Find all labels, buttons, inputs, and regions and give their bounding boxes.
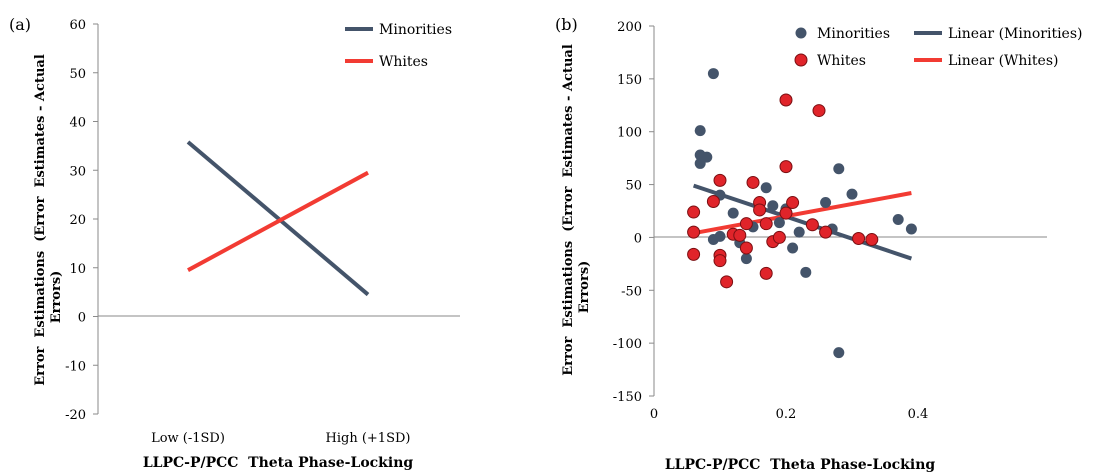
legend-label-minorities: Minorities <box>379 22 452 38</box>
panel-b-x-tick-label: 0.4 <box>908 407 929 422</box>
panel-a-line-minorities <box>186 140 370 297</box>
panel-b-trendlines <box>692 183 913 261</box>
panel-b-point-minorities <box>846 188 858 200</box>
panel-b-point-whites <box>779 160 793 174</box>
panel-a-y-tick-label: -10 <box>65 359 86 374</box>
panel-a-line-chart: (a) -20 -10 0 10 20 30 40 50 60 Low (-1SD) High … <box>9 15 460 471</box>
panel-b-point-minorities <box>892 213 904 225</box>
panel-b-x-axis-title: LLPC-P/PCC Theta Phase-Locking <box>665 457 936 473</box>
legend-marker-minorities <box>795 27 807 39</box>
panel-b-point-minorities <box>793 226 805 238</box>
panel-b-point-whites <box>753 203 767 217</box>
panel-a-y-axis-title-line2: Errors) <box>49 271 64 324</box>
panel-b-point-whites <box>720 275 734 289</box>
panel-b-point-whites <box>739 241 753 255</box>
legend-marker-whites <box>794 53 808 67</box>
panel-a-y-tick-label: 0 <box>78 311 86 326</box>
panel-a-x-tick-label: High (+1SD) <box>326 431 411 446</box>
panel-b-point-whites <box>819 225 833 239</box>
panel-a-y-ticks: -20 -10 0 10 20 30 40 50 60 <box>65 18 98 423</box>
panel-b-trendline-whites <box>693 191 912 236</box>
panel-b-point-whites <box>812 104 826 118</box>
panel-b-point-minorities <box>800 266 812 278</box>
panel-b-point-whites <box>746 175 760 189</box>
panel-b-point-minorities <box>714 230 726 242</box>
panel-b-point-whites <box>733 228 747 242</box>
panel-a-x-tick-label: Low (-1SD) <box>151 431 225 446</box>
panel-b-y-tick-label: -150 <box>613 390 642 405</box>
panel-b-y-ticks: -150 -100 -50 0 50 100 150 200 <box>613 20 654 405</box>
panel-b-y-tick-label: 0 <box>634 231 642 246</box>
panel-b-label: (b) <box>555 15 578 34</box>
panel-a-label: (a) <box>9 15 31 34</box>
panel-b-y-tick-label: -100 <box>613 337 642 352</box>
panel-b-point-minorities <box>767 200 779 212</box>
panel-b-point-whites <box>805 218 819 232</box>
panel-b-point-minorities <box>694 125 706 137</box>
panel-b-scatter-chart: (b) -150 -100 -50 0 50 100 150 200 0 0.2 0.4 LLPC… <box>555 15 1083 473</box>
panel-a-y-axis-title: Error Estimations (Error Estimates - Act… <box>33 54 64 386</box>
panel-b-point-whites <box>865 233 879 247</box>
panel-a-y-tick-label: 20 <box>69 213 86 228</box>
legend-label-whites: Whites <box>817 53 866 69</box>
panel-b-point-minorities <box>905 223 917 235</box>
panel-b-y-tick-label: 200 <box>617 20 642 35</box>
panel-b-point-whites <box>852 231 866 245</box>
panel-b-point-whites <box>759 217 773 231</box>
panel-a-series-lines <box>186 140 370 297</box>
panel-b-x-tick-label: 0 <box>650 407 658 422</box>
panel-b-point-minorities <box>833 163 845 175</box>
panel-a-line-whites <box>187 170 369 272</box>
legend-label-linear-minorities: Linear (Minorities) <box>948 26 1083 42</box>
panel-b-trendline-minorities <box>692 183 913 261</box>
panel-b-legend: Minorities Whites Linear (Minorities) Li… <box>794 26 1083 69</box>
panel-a-y-tick-label: -20 <box>65 408 86 423</box>
panel-b-point-minorities <box>727 207 739 219</box>
panel-b-x-tick-label: 0.2 <box>776 407 797 422</box>
panel-b-point-minorities <box>773 217 785 229</box>
panel-b-point-whites <box>779 206 793 220</box>
panel-a-y-axis-title-line1: Error Estimations (Error Estimates - Act… <box>33 54 48 386</box>
panel-b-point-whites <box>739 217 753 231</box>
legend-label-linear-whites: Linear (Whites) <box>948 53 1058 69</box>
panel-a-x-axis-title: LLPC-P/PCC Theta Phase-Locking <box>143 455 414 471</box>
panel-a-y-tick-label: 40 <box>69 116 86 131</box>
panel-b-y-tick-label: -50 <box>621 284 642 299</box>
panel-b-y-tick-label: 50 <box>625 179 642 194</box>
legend-label-minorities: Minorities <box>817 26 890 42</box>
panel-b-point-whites <box>687 225 701 239</box>
panel-a-y-tick-label: 60 <box>69 18 86 33</box>
panel-b-y-tick-label: 150 <box>617 73 642 88</box>
panel-b-point-whites <box>779 93 793 107</box>
panel-b-y-tick-label: 100 <box>617 126 642 141</box>
panel-b-y-axis-title-line1: Error Estimations (Error Estimates - Act… <box>561 44 576 376</box>
panel-b-point-minorities <box>707 68 719 80</box>
panel-a-y-tick-label: 10 <box>69 262 86 277</box>
legend-label-whites: Whites <box>379 54 428 70</box>
panel-b-point-whites <box>713 173 727 187</box>
panel-b-point-minorities <box>787 242 799 254</box>
panel-a-legend: Minorities Whites <box>345 22 452 70</box>
panel-b-points <box>687 68 917 359</box>
panel-b-point-minorities <box>833 347 845 359</box>
panel-b-point-whites <box>759 266 773 280</box>
panel-b-point-whites <box>687 247 701 261</box>
panel-a-y-tick-label: 50 <box>69 67 86 82</box>
panel-b-point-minorities <box>701 151 713 163</box>
panel-b-point-whites <box>687 205 701 219</box>
panel-b-point-whites <box>706 194 720 208</box>
panel-b-point-minorities <box>820 197 832 209</box>
panel-b-point-whites <box>786 196 800 210</box>
panel-b-point-whites <box>772 230 786 244</box>
panel-b-y-axis-title: Error Estimations (Error Estimates - Act… <box>561 44 592 376</box>
panel-b-point-whites <box>713 254 727 268</box>
panel-b-y-axis-title-line2: Errors) <box>577 261 592 314</box>
panel-b-point-minorities <box>740 253 752 265</box>
panel-b-x-ticks: 0 0.2 0.4 <box>650 407 928 422</box>
panel-b-point-minorities <box>760 182 772 194</box>
panel-a-y-tick-label: 30 <box>69 164 86 179</box>
